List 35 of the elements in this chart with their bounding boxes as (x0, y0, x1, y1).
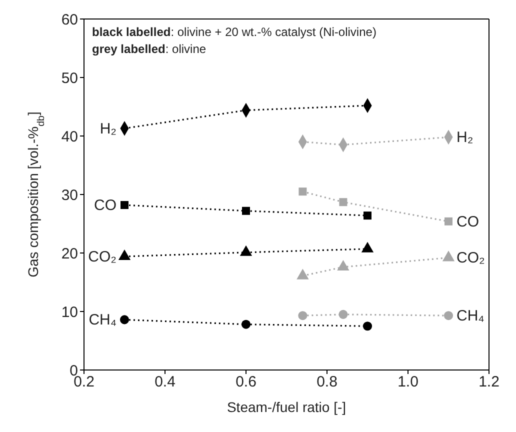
x-tick-label: 0.4 (154, 374, 176, 391)
point (362, 322, 372, 331)
series-label: CO₂ (88, 248, 117, 266)
y-tick-label: 10 (61, 304, 78, 321)
series-label: CO (456, 213, 479, 230)
series-label: CO₂ (456, 250, 485, 267)
x-tick-label: 1.0 (398, 374, 418, 391)
point (338, 310, 348, 319)
series-label: CH₄ (456, 308, 484, 325)
annotation: grey labelled: olivine (92, 41, 208, 58)
point (339, 198, 348, 206)
point (120, 201, 128, 210)
y-tick-label: 60 (61, 11, 78, 28)
point (444, 217, 452, 226)
y-tick-label: 40 (61, 128, 78, 146)
point (241, 320, 251, 329)
annotation: black labelled: olivine + 20 wt.-% catalyst (Ni-olivine) (92, 24, 376, 41)
x-tick-label: 0.6 (236, 374, 256, 391)
y-tick-label: 30 (61, 186, 78, 204)
point (120, 315, 130, 324)
x-axis-title: Steam-/fuel ratio [-] (226, 399, 346, 415)
point (242, 206, 250, 215)
point (337, 260, 350, 271)
series-label: CO (94, 197, 116, 214)
point (444, 311, 454, 320)
point (298, 188, 307, 196)
series-label: H₂ (100, 120, 117, 138)
series-label: H₂ (456, 129, 474, 146)
point (298, 311, 308, 320)
point (364, 212, 372, 220)
y-tick-label: 20 (61, 245, 78, 262)
series-label: CH₄ (88, 312, 116, 329)
x-tick-label: 0.8 (316, 374, 338, 391)
y-tick-label: 50 (61, 70, 78, 87)
x-tick-label: 1.2 (478, 374, 500, 391)
